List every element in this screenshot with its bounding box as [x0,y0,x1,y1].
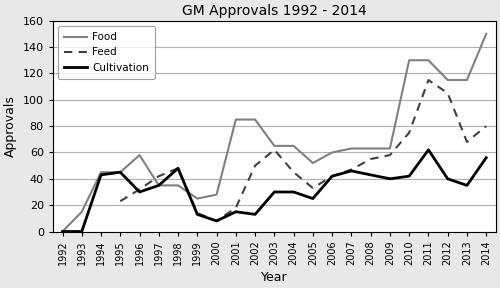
Food [233,118,239,121]
Feed [194,211,200,215]
Food [387,147,393,150]
Cultivation [483,156,489,160]
Line: Cultivation: Cultivation [62,150,486,232]
Cultivation [368,173,374,177]
Feed [483,124,489,128]
Food [348,147,354,150]
Cultivation [387,177,393,181]
Cultivation [290,190,296,194]
Feed [329,175,335,178]
X-axis label: Year: Year [261,271,287,284]
Food [136,154,142,157]
Feed [406,131,412,134]
Cultivation [156,184,162,187]
Cultivation [175,166,181,170]
Cultivation [79,230,85,233]
Cultivation [310,197,316,200]
Food [156,184,162,187]
Cultivation [60,230,66,233]
Cultivation [233,210,239,213]
Food [310,161,316,165]
Food [406,58,412,62]
Cultivation [272,190,278,194]
Food [98,170,104,174]
Food [79,210,85,213]
Feed [387,154,393,157]
Cultivation [406,175,412,178]
Line: Feed: Feed [120,80,486,221]
Line: Food: Food [62,34,486,232]
Food [175,184,181,187]
Food [329,151,335,154]
Feed [156,175,162,178]
Feed [175,166,181,170]
Cultivation [194,213,200,216]
Title: GM Approvals 1992 - 2014: GM Approvals 1992 - 2014 [182,4,366,18]
Food [252,118,258,121]
Food [194,197,200,200]
Food [60,230,66,233]
Feed [136,187,142,191]
Cultivation [444,177,450,181]
Feed [233,206,239,209]
Feed [252,164,258,167]
Feed [310,186,316,190]
Legend: Food, Feed, Cultivation: Food, Feed, Cultivation [58,26,156,79]
Cultivation [118,170,124,174]
Food [118,170,124,174]
Cultivation [136,190,142,194]
Food [290,144,296,147]
Feed [368,157,374,161]
Food [444,78,450,82]
Food [368,147,374,150]
Cultivation [464,184,470,187]
Y-axis label: Approvals: Approvals [4,95,17,157]
Food [214,193,220,196]
Food [272,144,278,147]
Feed [272,148,278,151]
Cultivation [426,148,432,151]
Feed [426,78,432,82]
Feed [348,168,354,171]
Feed [118,200,124,203]
Cultivation [98,173,104,177]
Food [464,78,470,82]
Feed [464,140,470,144]
Food [483,32,489,36]
Food [426,58,432,62]
Cultivation [348,169,354,173]
Feed [290,170,296,174]
Cultivation [329,175,335,178]
Cultivation [252,213,258,216]
Feed [444,92,450,95]
Cultivation [214,219,220,223]
Feed [214,219,220,223]
